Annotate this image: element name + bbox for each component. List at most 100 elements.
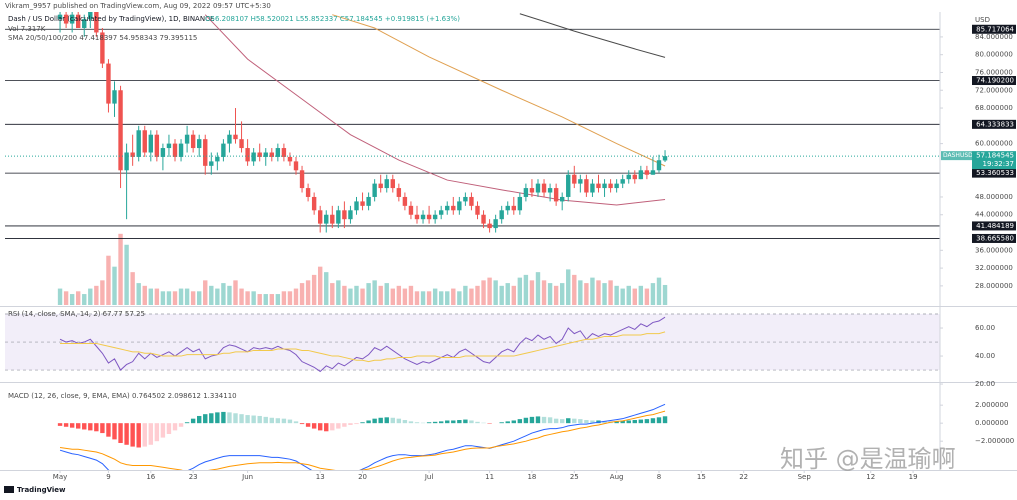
- candle-body: [251, 152, 256, 162]
- macd-histogram-bar: [566, 418, 571, 424]
- macd-histogram-bar: [517, 419, 523, 424]
- macd-histogram-bar: [578, 419, 583, 424]
- volume-bar: [366, 283, 371, 305]
- macd-histogram-bar: [251, 415, 256, 424]
- volume-bar: [118, 233, 123, 305]
- candle-body: [330, 214, 335, 224]
- macd-histogram-bar: [408, 421, 414, 424]
- y-tick-label: 72.000000: [975, 86, 1013, 94]
- macd-histogram-bar: [438, 421, 444, 424]
- volume-bar: [221, 283, 226, 305]
- volume-bar: [76, 291, 81, 305]
- volume-bar: [330, 283, 335, 305]
- candle-body: [662, 156, 668, 161]
- candle-body: [148, 134, 154, 153]
- candle-body: [650, 170, 656, 175]
- candle-body: [196, 139, 202, 149]
- macd-histogram-bar: [233, 413, 238, 424]
- candle-body: [451, 205, 456, 211]
- macd-histogram-bar: [275, 418, 281, 424]
- macd-histogram-bar: [124, 423, 129, 445]
- macd-legend: MACD (12, 26, close, 9, EMA, EMA) 0.7645…: [8, 392, 237, 400]
- volume-bar: [535, 272, 541, 305]
- countdown: 19:32:37: [983, 160, 1014, 168]
- macd-histogram-bar: [445, 420, 450, 424]
- candle-body: [160, 148, 166, 157]
- candle-body: [305, 188, 311, 197]
- macd-histogram-bar: [88, 423, 93, 431]
- volume-bar: [553, 285, 559, 305]
- volume-bar: [523, 274, 529, 305]
- volume-bar: [420, 291, 426, 305]
- volume-bar: [414, 291, 420, 305]
- macd-histogram-bar: [148, 423, 154, 445]
- candle-body: [348, 210, 353, 220]
- volume-bar: [608, 280, 613, 305]
- volume-bar: [529, 280, 535, 305]
- candle-body: [408, 205, 414, 215]
- candle-body: [203, 139, 208, 166]
- last-price-box: [972, 151, 1016, 170]
- x-tick-label: 15: [697, 473, 706, 481]
- macd-histogram-bar: [626, 420, 631, 424]
- sma-line: [519, 13, 666, 58]
- macd-histogram-bar: [360, 422, 365, 424]
- volume-bar: [432, 288, 438, 305]
- candle-body: [184, 134, 190, 144]
- x-tick-label: 12: [866, 473, 875, 481]
- macd-histogram-bar: [451, 420, 456, 424]
- candle-body: [505, 205, 510, 211]
- candle-body: [523, 188, 529, 197]
- volume-bar: [112, 266, 117, 305]
- macd-histogram-bar: [69, 423, 75, 428]
- volume-bar: [602, 283, 607, 305]
- candle-body: [475, 205, 480, 215]
- candle-body: [644, 170, 650, 175]
- sma-line: [204, 14, 666, 206]
- volume-bar: [196, 291, 202, 305]
- y-tick-label: 2.000000: [975, 401, 1008, 409]
- candle-body: [499, 210, 504, 220]
- macd-line: [59, 410, 666, 470]
- candle-body: [342, 210, 347, 220]
- x-tick-label: Jul: [424, 473, 434, 481]
- candle-body: [178, 143, 184, 157]
- candle-body: [656, 160, 662, 171]
- candle-body: [130, 152, 135, 157]
- volume-bar: [590, 277, 595, 305]
- candle-body: [82, 19, 87, 29]
- volume-bar: [275, 294, 281, 305]
- macd-histogram-bar: [414, 422, 420, 424]
- macd-histogram-bar: [299, 423, 305, 425]
- volume-bar: [142, 285, 147, 305]
- macd-histogram-bar: [572, 418, 577, 424]
- volume-bar: [499, 285, 504, 305]
- ticker-box: [941, 151, 972, 161]
- candle-body: [445, 205, 450, 211]
- level-label: 85.717064: [976, 25, 1014, 33]
- volume-bar: [547, 283, 553, 305]
- macd-histogram-bar: [257, 415, 262, 424]
- candle-body: [481, 214, 486, 224]
- y-tick-label: −2.000000: [975, 437, 1014, 445]
- y-tick-label: 0.000000: [975, 419, 1008, 427]
- macd-histogram-bar: [166, 423, 172, 434]
- volume-bar: [324, 272, 329, 305]
- volume-bar: [57, 288, 63, 305]
- volume-bar: [203, 280, 208, 305]
- macd-histogram-bar: [82, 423, 87, 430]
- macd-histogram-bar: [209, 413, 214, 424]
- candle-body: [517, 196, 523, 211]
- x-tick-label: Jun: [241, 473, 253, 481]
- candle-body: [269, 152, 274, 157]
- symbol: Dash / US Dollar (calculated by TradingV…: [8, 15, 214, 23]
- level-label: 38.665580: [976, 234, 1014, 242]
- x-tick-label: 23: [189, 473, 198, 481]
- candle-body: [311, 196, 317, 211]
- x-tick-label: May: [53, 473, 67, 481]
- volume-bar: [481, 280, 486, 305]
- candle-body: [432, 214, 438, 220]
- macd-histogram-bar: [541, 416, 547, 424]
- volume-bar: [148, 288, 154, 305]
- volume-bar: [154, 288, 160, 305]
